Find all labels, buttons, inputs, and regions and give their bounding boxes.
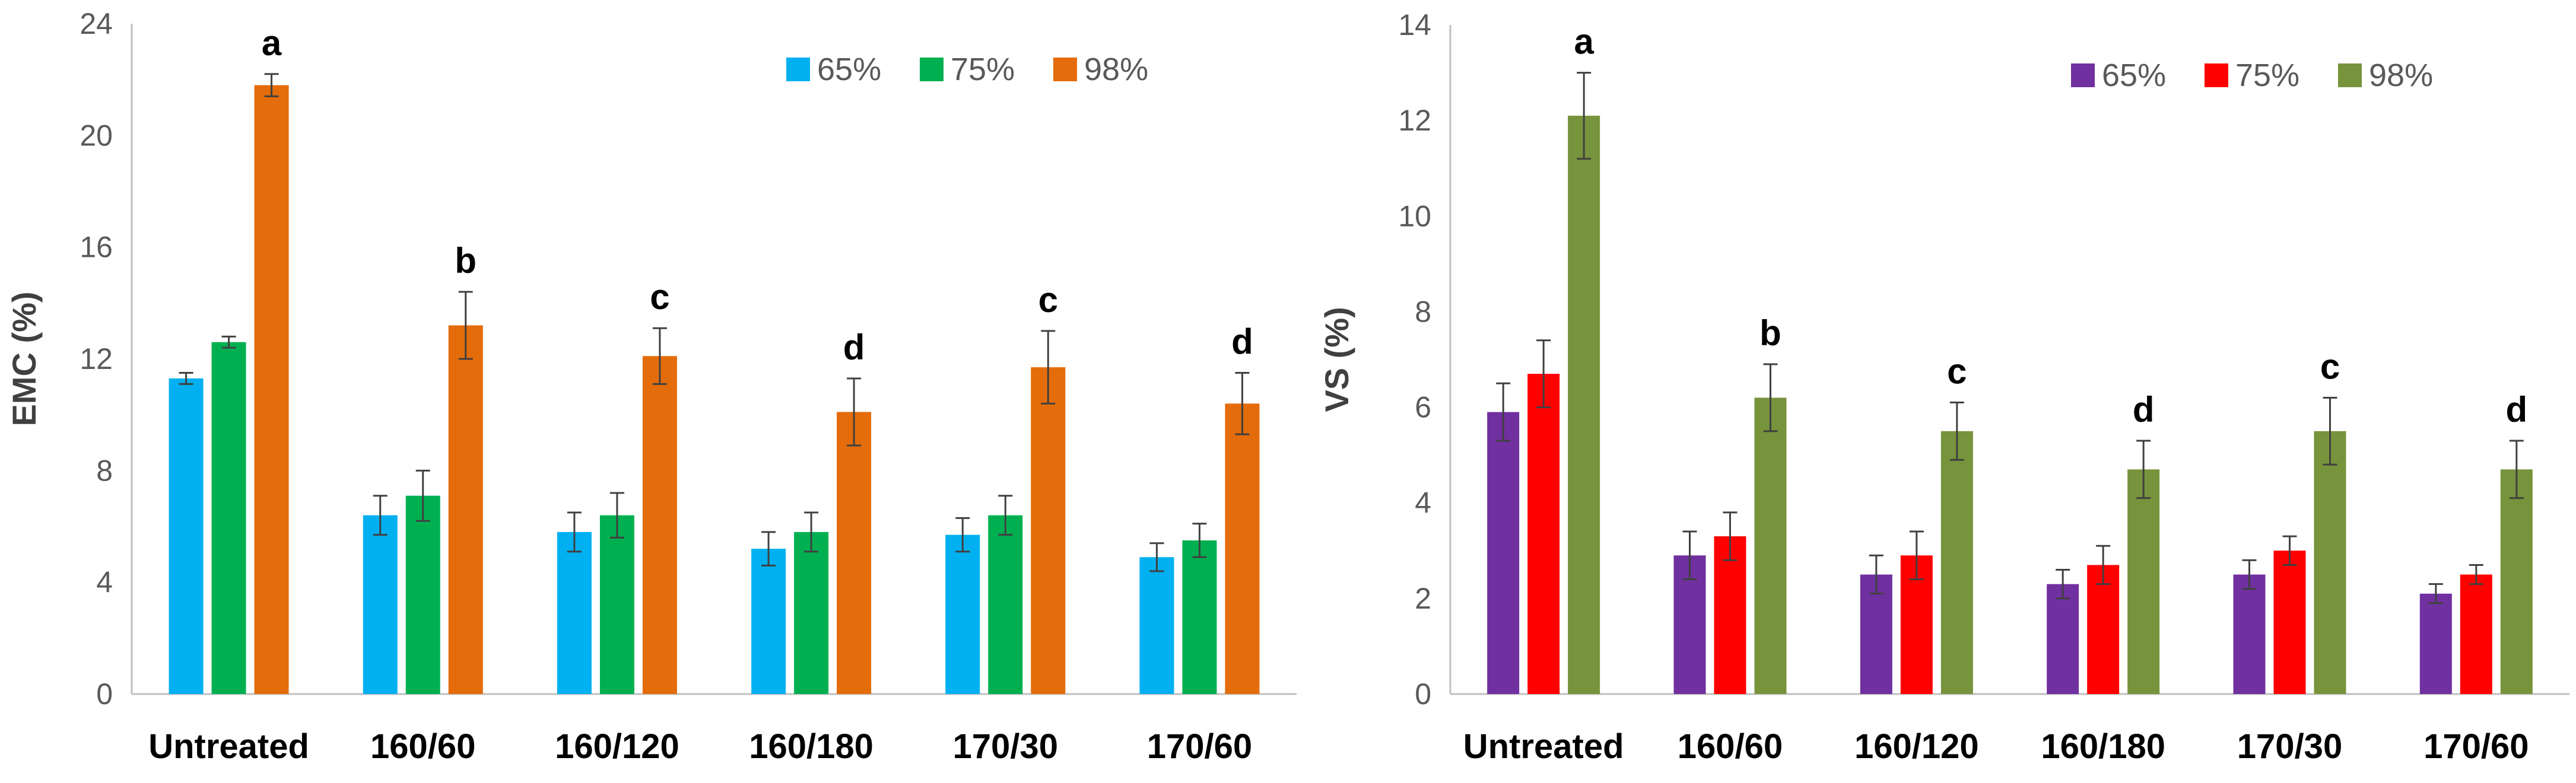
- legend-swatch: [2205, 63, 2228, 87]
- x-tick-label: 160/60: [370, 727, 475, 766]
- bar: [557, 531, 592, 694]
- bar: [945, 534, 980, 694]
- significance-letter: c: [2320, 346, 2340, 386]
- y-tick-label: 8: [96, 454, 113, 487]
- y-tick-label: 0: [96, 677, 113, 711]
- x-tick-label: 170/60: [1147, 727, 1252, 766]
- bar: [211, 342, 246, 694]
- y-axis-title: EMC (%): [5, 291, 43, 426]
- legend-label: 75%: [2235, 58, 2299, 93]
- bar: [599, 515, 634, 694]
- y-tick-label: 4: [96, 566, 113, 599]
- x-tick-label: 160/60: [1678, 727, 1783, 766]
- x-tick-label: 160/180: [2041, 727, 2165, 766]
- bar: [1182, 540, 1217, 694]
- y-tick-label: 12: [1398, 104, 1431, 137]
- bar: [1031, 367, 1066, 694]
- legend-swatch: [2071, 63, 2095, 87]
- bar: [405, 495, 440, 694]
- bar: [363, 515, 398, 694]
- bar: [448, 325, 483, 694]
- bar: [794, 531, 829, 694]
- significance-letter: a: [262, 23, 282, 63]
- y-tick-label: 0: [1415, 677, 1431, 711]
- bar: [1139, 557, 1174, 694]
- bar: [2047, 584, 2079, 694]
- y-tick-label: 2: [1415, 582, 1431, 615]
- bar: [1527, 374, 1560, 694]
- y-axis-title: VS (%): [1318, 307, 1355, 412]
- bar: [2233, 574, 2266, 694]
- bar: [2500, 469, 2533, 694]
- legend-label: 98%: [2369, 58, 2433, 93]
- bar: [2314, 431, 2346, 694]
- legend-label: 98%: [1084, 52, 1148, 87]
- y-tick-label: 24: [80, 7, 113, 40]
- significance-letter: d: [843, 327, 865, 367]
- significance-letter: c: [1038, 280, 1058, 320]
- bar: [837, 412, 872, 694]
- bar: [2460, 574, 2492, 694]
- bar: [642, 356, 677, 694]
- significance-letter: d: [2133, 390, 2155, 429]
- x-tick-label: 170/30: [2237, 727, 2342, 766]
- vs-chart-svg: 0 2 4 6 8 10 12 14 VS (%) Untreated a 160/60 b 160/12…: [1318, 8, 2569, 766]
- significance-letter: c: [650, 277, 669, 317]
- bar: [1225, 403, 1260, 694]
- y-tick-label: 16: [80, 231, 113, 264]
- x-tick-label: 160/120: [1854, 727, 1979, 766]
- legend-swatch: [920, 58, 944, 81]
- significance-letter: d: [1231, 322, 1253, 362]
- bar: [1568, 116, 1600, 695]
- significance-letter: a: [1574, 22, 1594, 62]
- x-tick-label: 160/180: [749, 727, 874, 766]
- significance-letter: b: [455, 241, 477, 281]
- x-tick-label: 170/30: [953, 727, 1058, 766]
- significance-letter: c: [1947, 352, 1967, 392]
- bar: [2273, 550, 2306, 694]
- legend-label: 65%: [817, 52, 881, 87]
- bar: [751, 549, 786, 694]
- bar: [2419, 593, 2452, 694]
- bar: [1940, 431, 1973, 694]
- y-tick-label: 20: [80, 119, 113, 152]
- y-tick-label: 12: [80, 342, 113, 375]
- significance-letter: d: [2506, 390, 2528, 429]
- x-tick-label: Untreated: [148, 727, 309, 766]
- y-tick-label: 4: [1415, 486, 1431, 520]
- x-tick-label: Untreated: [1463, 727, 1624, 766]
- legend-label: 75%: [951, 52, 1015, 87]
- bar: [2127, 469, 2160, 694]
- y-tick-label: 8: [1415, 295, 1431, 328]
- bar: [169, 378, 204, 694]
- emc-chart: 0 4 8 12 16 20 24 EMC (%) Untreated a 160/60 b 160/1…: [5, 7, 1297, 766]
- vs-chart: 0 2 4 6 8 10 12 14 VS (%) Untreated a 160/60 b 160/12…: [1317, 0, 2576, 780]
- x-tick-label: 170/60: [2423, 727, 2529, 766]
- y-tick-label: 10: [1398, 199, 1431, 233]
- bar: [254, 85, 289, 694]
- legend-swatch: [1053, 58, 1077, 81]
- emc-chart-svg: 0 4 8 12 16 20 24 EMC (%) Untreated a 160/60 b 160/1…: [5, 7, 1297, 766]
- bar: [2087, 565, 2120, 694]
- bar: [1714, 536, 1746, 694]
- x-tick-label: 160/120: [555, 727, 679, 766]
- y-tick-label: 6: [1415, 391, 1431, 424]
- bar: [1487, 412, 1520, 694]
- legend-swatch: [2338, 63, 2362, 87]
- legend-label: 65%: [2102, 58, 2166, 93]
- significance-letter: b: [1759, 313, 1781, 353]
- bar: [988, 515, 1023, 694]
- bar: [1754, 397, 1787, 694]
- y-tick-label: 14: [1398, 8, 1431, 42]
- legend-swatch: [786, 58, 810, 81]
